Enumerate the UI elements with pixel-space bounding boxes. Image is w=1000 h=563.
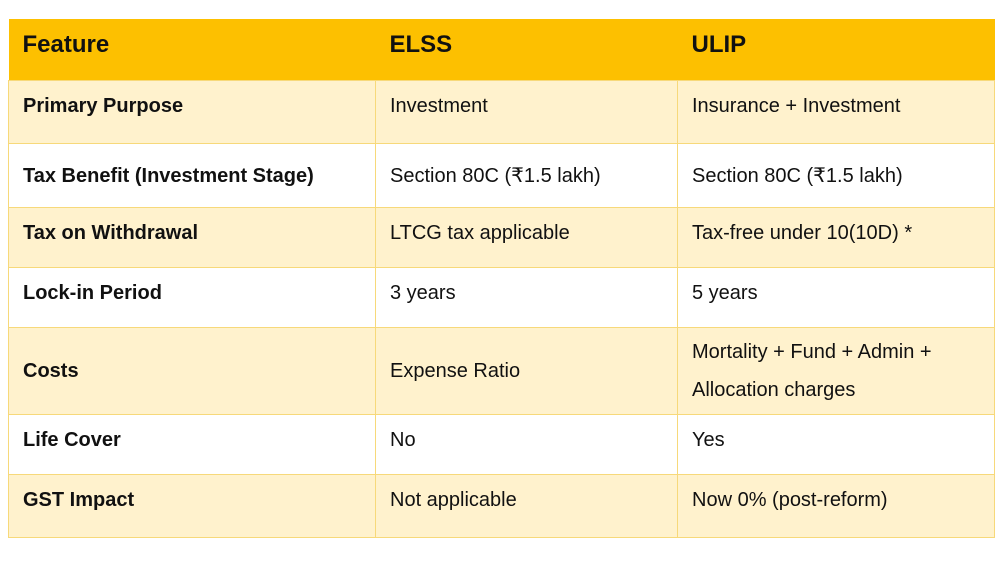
elss-cell: Section 80C (₹1.5 lakh) <box>375 143 678 208</box>
feature-cell: Life Cover <box>8 414 376 475</box>
header-elss: ELSS <box>375 19 678 81</box>
feature-cell: GST Impact <box>8 474 376 538</box>
header-row: Feature ELSS ULIP <box>8 19 995 81</box>
table-row: Lock-in Period 3 years 5 years <box>8 267 995 328</box>
table-row: Primary Purpose Investment Insurance + I… <box>8 80 995 144</box>
elss-cell: Not applicable <box>375 474 678 538</box>
feature-cell: Tax Benefit (Investment Stage) <box>8 143 376 208</box>
header-ulip: ULIP <box>677 19 995 81</box>
feature-cell: Lock-in Period <box>8 267 376 328</box>
ulip-cell: Insurance + Investment <box>677 80 995 144</box>
elss-cell: LTCG tax applicable <box>375 207 678 268</box>
ulip-cell: Tax-free under 10(10D) * <box>677 207 995 268</box>
table-row: Costs Expense Ratio Mortality + Fund + A… <box>8 327 995 415</box>
table-row: Tax on Withdrawal LTCG tax applicable Ta… <box>8 207 995 268</box>
table-row: GST Impact Not applicable Now 0% (post-r… <box>8 474 995 538</box>
elss-cell: No <box>375 414 678 475</box>
table-row: Tax Benefit (Investment Stage) Section 8… <box>8 143 995 208</box>
feature-cell: Tax on Withdrawal <box>8 207 376 268</box>
comparison-table: Feature ELSS ULIP Primary Purpose Invest… <box>8 19 995 538</box>
table-row: Life Cover No Yes <box>8 414 995 475</box>
feature-cell: Primary Purpose <box>8 80 376 144</box>
ulip-cell: Mortality + Fund + Admin + Allocation ch… <box>677 327 995 415</box>
ulip-cell-text: Mortality + Fund + Admin + Allocation ch… <box>692 341 932 401</box>
header-feature: Feature <box>8 19 376 81</box>
elss-cell: 3 years <box>375 267 678 328</box>
feature-cell: Costs <box>8 327 376 415</box>
ulip-cell: 5 years <box>677 267 995 328</box>
elss-cell: Expense Ratio <box>375 327 678 415</box>
ulip-cell: Yes <box>677 414 995 475</box>
elss-cell: Investment <box>375 80 678 144</box>
ulip-cell: Section 80C (₹1.5 lakh) <box>677 143 995 208</box>
ulip-cell: Now 0% (post-reform) <box>677 474 995 538</box>
